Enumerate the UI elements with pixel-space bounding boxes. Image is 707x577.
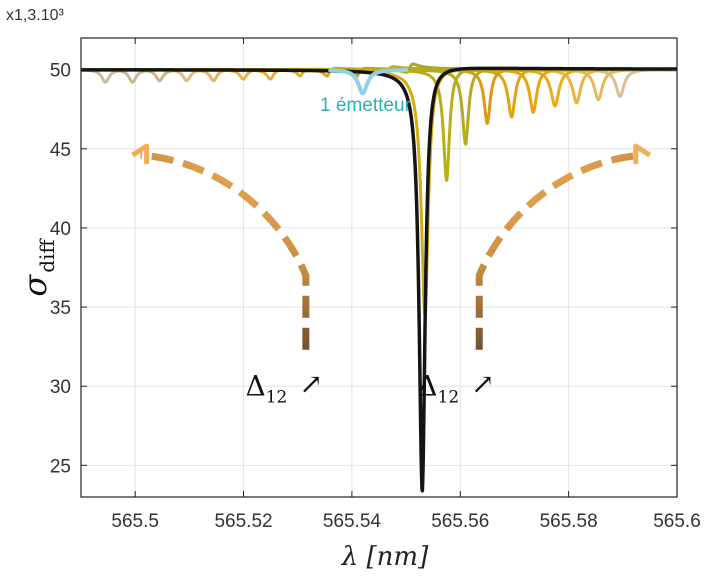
- grid-lines: [81, 38, 678, 497]
- x-tick-label: 565.58: [540, 511, 598, 532]
- axis-ticks: 565.5 565.52 565.54 565.56 565.58 565.6 25 30 35…: [50, 38, 701, 532]
- delta-annotation: Δ12 ↗: [246, 368, 323, 408]
- plot-background: [81, 38, 677, 497]
- dashed-arrows: [131, 143, 652, 350]
- y-tick-label: 45: [50, 140, 71, 161]
- y-tick-label: 50: [50, 61, 71, 82]
- delta-subscript: 12: [438, 388, 460, 408]
- delta-symbol: Δ: [417, 370, 437, 403]
- x-tick-label: 565.54: [323, 511, 382, 532]
- right-arrowhead: [633, 143, 652, 165]
- x-tick-label: 565.56: [431, 511, 489, 532]
- y-tick-label: 35: [50, 298, 71, 319]
- x-tick-label: 565.5: [111, 511, 159, 532]
- y-axis-label: σdiff: [16, 238, 59, 297]
- emitter-curve: [328, 68, 409, 96]
- y-tick-label: 40: [50, 219, 71, 240]
- x-tick-label: 565.52: [214, 511, 272, 532]
- emitter-annotation: 1 émetteur: [320, 95, 411, 116]
- delta-symbol: Δ: [246, 370, 266, 403]
- x-tick-label: 565.6: [653, 511, 701, 532]
- delta-subscript: 12: [266, 388, 288, 408]
- right-dashed-arrow: [475, 151, 643, 350]
- lambda-symbol: λ [nm]: [341, 542, 429, 572]
- plot-frame: [80, 37, 678, 498]
- series-curves: [81, 62, 677, 493]
- left-arrowhead: [131, 143, 150, 165]
- svg-text:σdiff: σdiff: [16, 238, 59, 297]
- delta-arrow: ↗: [299, 368, 322, 401]
- left-dashed-arrow: [140, 151, 310, 350]
- sigma-symbol: σ: [16, 274, 54, 297]
- delta-annotation: Δ12 ↗: [417, 368, 494, 408]
- y-tick-label: 30: [50, 377, 71, 398]
- y-multiplier: x1,3.10³: [6, 7, 64, 24]
- x-axis-label: λ [nm]: [341, 542, 429, 572]
- sigma-subscript: diff: [35, 238, 59, 273]
- delta-arrow: ↗: [471, 368, 494, 401]
- series-line: [81, 66, 677, 493]
- y-tick-label: 25: [50, 456, 71, 477]
